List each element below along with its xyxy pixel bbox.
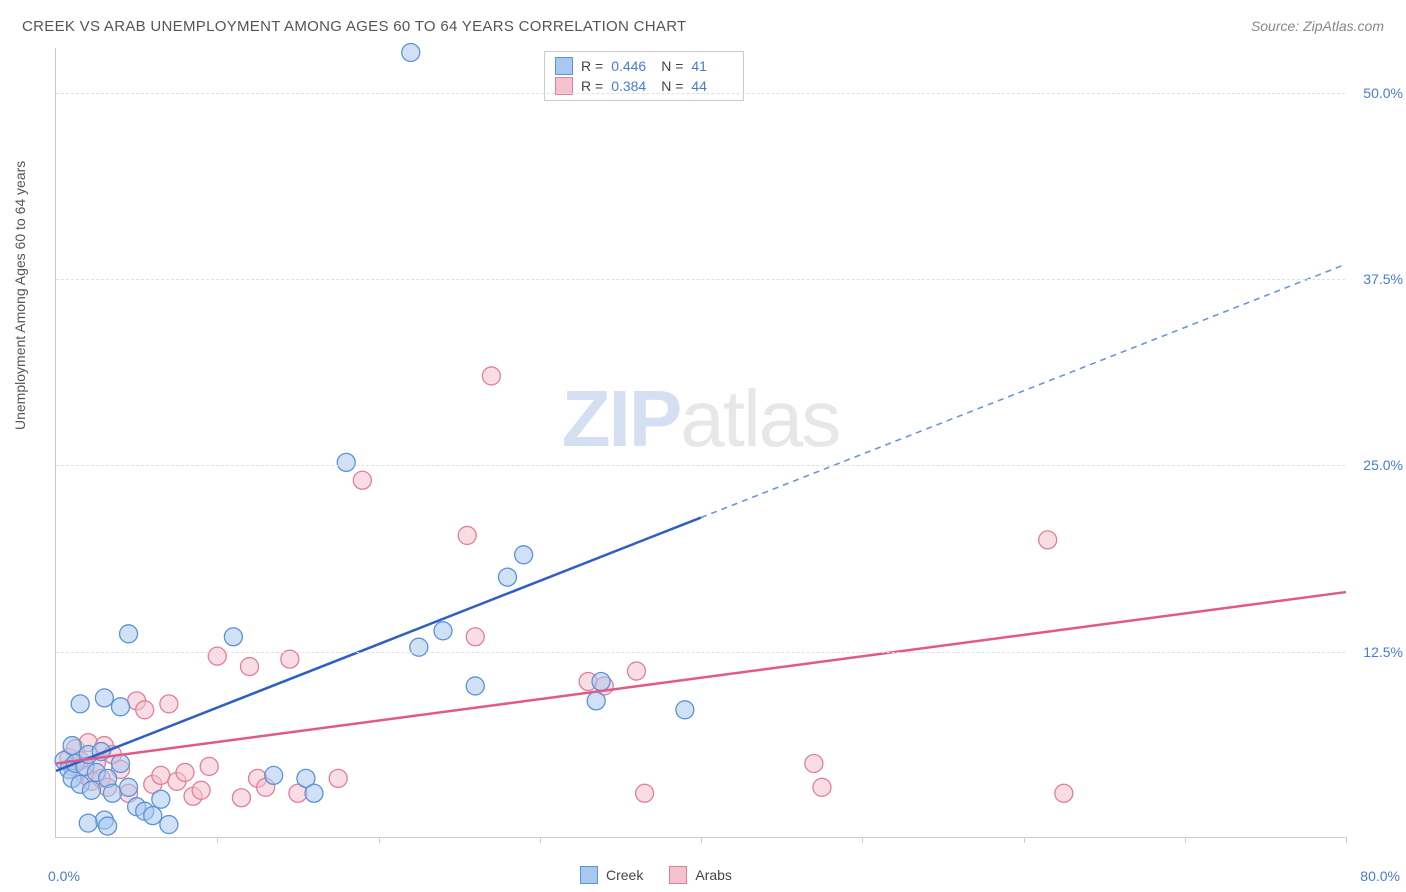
stats-n-label: N = (661, 58, 683, 74)
scatter-point-creek (63, 737, 81, 755)
scatter-point-arabs (458, 526, 476, 544)
scatter-point-creek (82, 781, 100, 799)
stats-n-value: 44 (691, 78, 733, 94)
scatter-point-creek (515, 546, 533, 564)
trendline-creek-dash (701, 264, 1346, 517)
scatter-point-arabs (329, 769, 347, 787)
scatter-point-creek (410, 638, 428, 656)
scatter-point-creek (79, 814, 97, 832)
legend-swatch-creek (580, 866, 598, 884)
chart-title: CREEK VS ARAB UNEMPLOYMENT AMONG AGES 60… (22, 18, 687, 35)
gridline (56, 93, 1345, 94)
x-tick (1185, 837, 1186, 843)
scatter-point-creek (103, 784, 121, 802)
scatter-point-creek (592, 672, 610, 690)
legend-label-arabs: Arabs (695, 867, 732, 883)
scatter-point-creek (434, 622, 452, 640)
stats-r-label: R = (581, 58, 603, 74)
legend-bottom: Creek Arabs (580, 866, 732, 884)
scatter-point-arabs (636, 784, 654, 802)
plot-svg (56, 48, 1345, 837)
gridline (56, 279, 1345, 280)
scatter-point-creek (265, 766, 283, 784)
scatter-point-arabs (176, 763, 194, 781)
scatter-point-arabs (160, 695, 178, 713)
trendline-creek-solid (56, 518, 701, 771)
scatter-point-creek (112, 698, 130, 716)
scatter-point-arabs (192, 781, 210, 799)
scatter-point-arabs (136, 701, 154, 719)
stats-r-value: 0.384 (611, 78, 653, 94)
scatter-point-creek (224, 628, 242, 646)
y-tick-label: 37.5% (1363, 271, 1403, 287)
stats-row: R = 0.446 N = 41 (555, 56, 733, 76)
x-tick (540, 837, 541, 843)
x-tick (701, 837, 702, 843)
x-tick (862, 837, 863, 843)
stats-r-value: 0.446 (611, 58, 653, 74)
gridline (56, 465, 1345, 466)
scatter-point-arabs (813, 778, 831, 796)
legend-label-creek: Creek (606, 867, 643, 883)
x-origin-label: 0.0% (48, 868, 80, 884)
scatter-point-creek (95, 689, 113, 707)
scatter-point-creek (112, 754, 130, 772)
scatter-point-creek (676, 701, 694, 719)
y-axis-label: Unemployment Among Ages 60 to 64 years (12, 161, 28, 430)
scatter-point-arabs (353, 471, 371, 489)
gridline (56, 652, 1345, 653)
scatter-point-creek (587, 692, 605, 710)
y-tick-label: 12.5% (1363, 644, 1403, 660)
x-tick (1024, 837, 1025, 843)
scatter-point-creek (160, 816, 178, 834)
scatter-point-arabs (1055, 784, 1073, 802)
scatter-point-creek (305, 784, 323, 802)
scatter-point-arabs (466, 628, 484, 646)
scatter-point-creek (99, 817, 117, 835)
legend-item-creek: Creek (580, 866, 643, 884)
scatter-point-arabs (241, 658, 259, 676)
y-tick-label: 50.0% (1363, 85, 1403, 101)
scatter-point-creek (466, 677, 484, 695)
scatter-point-creek (120, 778, 138, 796)
x-tick (217, 837, 218, 843)
legend-swatch-arabs (669, 866, 687, 884)
trendline-arabs (56, 592, 1346, 763)
stats-n-value: 41 (691, 58, 733, 74)
chart-container: CREEK VS ARAB UNEMPLOYMENT AMONG AGES 60… (0, 0, 1406, 892)
stats-n-label: N = (661, 78, 683, 94)
scatter-point-arabs (805, 754, 823, 772)
x-max-label: 80.0% (1360, 868, 1400, 884)
stats-r-label: R = (581, 78, 603, 94)
scatter-point-creek (71, 695, 89, 713)
scatter-point-creek (144, 807, 162, 825)
scatter-point-arabs (152, 766, 170, 784)
scatter-point-arabs (200, 757, 218, 775)
scatter-point-arabs (628, 662, 646, 680)
scatter-point-creek (499, 568, 517, 586)
scatter-point-arabs (232, 789, 250, 807)
scatter-point-creek (402, 43, 420, 61)
scatter-point-creek (152, 790, 170, 808)
scatter-point-arabs (482, 367, 500, 385)
stats-swatch-creek (555, 57, 573, 75)
source-attribution: Source: ZipAtlas.com (1251, 18, 1384, 34)
y-tick-label: 25.0% (1363, 457, 1403, 473)
scatter-point-arabs (208, 647, 226, 665)
scatter-point-creek (337, 453, 355, 471)
scatter-point-arabs (281, 650, 299, 668)
scatter-point-creek (120, 625, 138, 643)
x-tick (1346, 837, 1347, 843)
scatter-point-arabs (1039, 531, 1057, 549)
x-tick (379, 837, 380, 843)
plot-area: ZIPatlas R =0.446N =41R =0.384N =44 12.5… (55, 48, 1345, 838)
legend-item-arabs: Arabs (669, 866, 732, 884)
